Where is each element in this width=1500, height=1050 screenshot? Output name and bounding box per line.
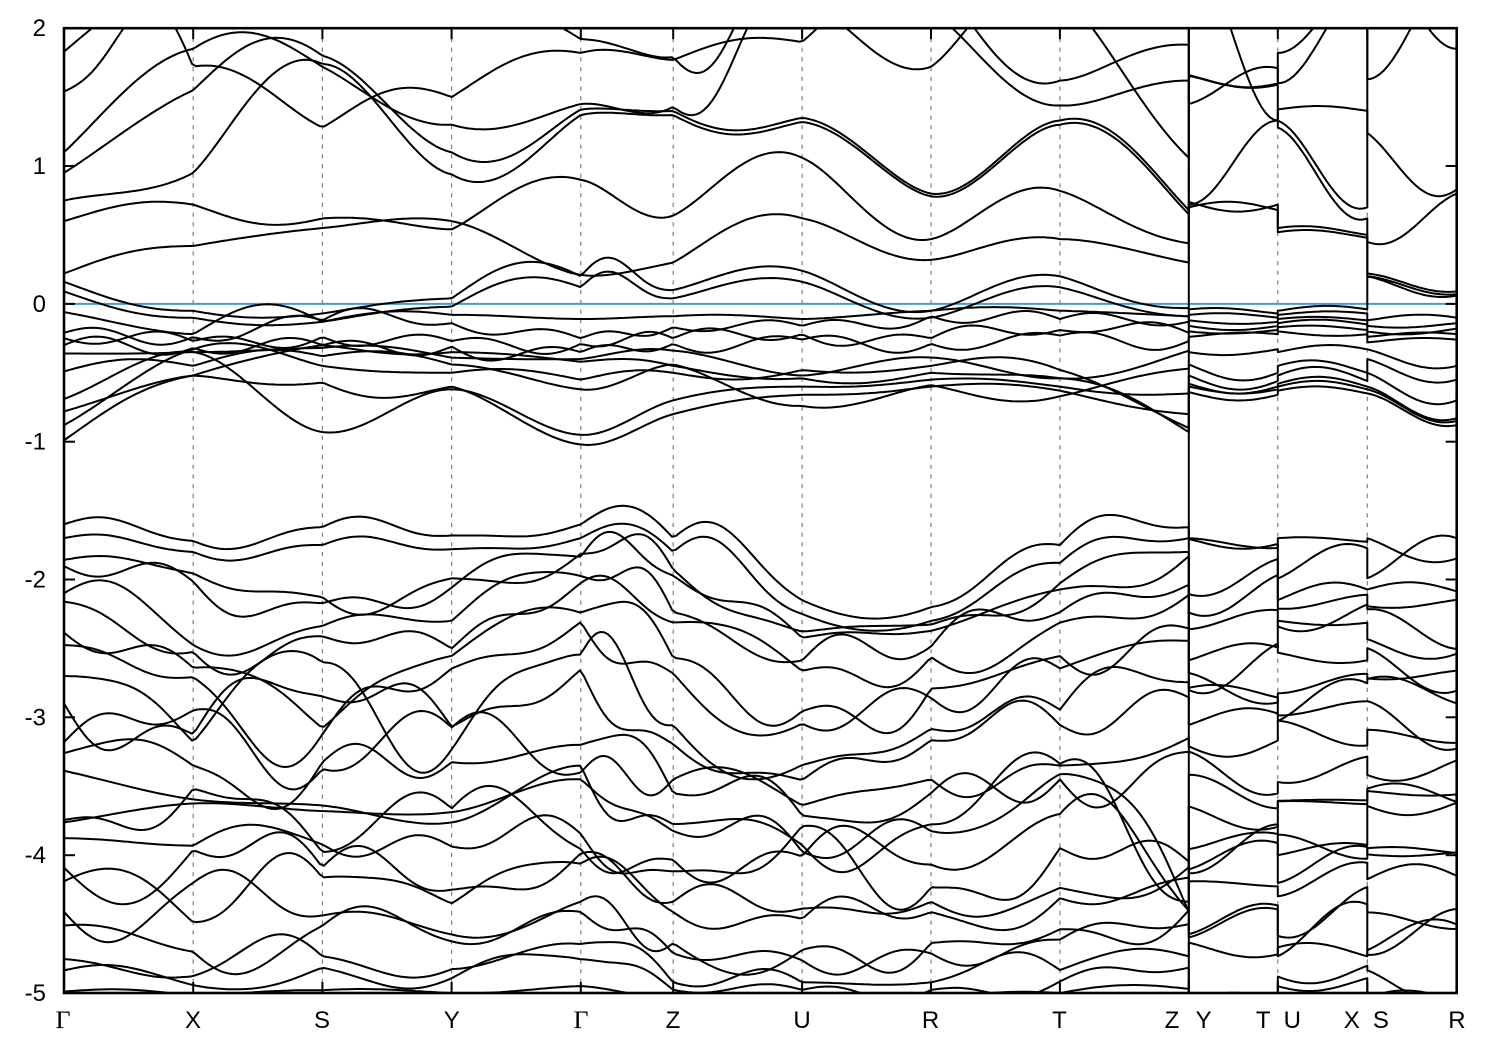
svg-text:R: R — [922, 1007, 939, 1034]
svg-text:Γ: Γ — [56, 1007, 71, 1034]
svg-text:Γ: Γ — [574, 1007, 589, 1034]
svg-text:R: R — [1448, 1007, 1465, 1034]
svg-text:-1: -1 — [25, 429, 46, 456]
svg-text:Z: Z — [1165, 1007, 1180, 1034]
svg-text:1: 1 — [33, 153, 46, 180]
svg-text:2: 2 — [33, 15, 46, 42]
svg-text:Z: Z — [666, 1007, 681, 1034]
svg-text:X: X — [1344, 1007, 1360, 1034]
svg-text:T: T — [1256, 1007, 1271, 1034]
svg-text:U: U — [793, 1007, 810, 1034]
svg-text:-5: -5 — [25, 980, 46, 1007]
svg-text:-3: -3 — [25, 704, 46, 731]
svg-text:Y: Y — [1196, 1007, 1212, 1034]
svg-text:0: 0 — [33, 291, 46, 318]
svg-text:-4: -4 — [25, 842, 46, 869]
svg-text:Y: Y — [444, 1007, 460, 1034]
svg-text:-2: -2 — [25, 567, 46, 594]
svg-text:T: T — [1052, 1007, 1067, 1034]
svg-text:S: S — [314, 1007, 330, 1034]
svg-text:U: U — [1284, 1007, 1301, 1034]
svg-text:X: X — [185, 1007, 201, 1034]
svg-text:S: S — [1373, 1007, 1389, 1034]
